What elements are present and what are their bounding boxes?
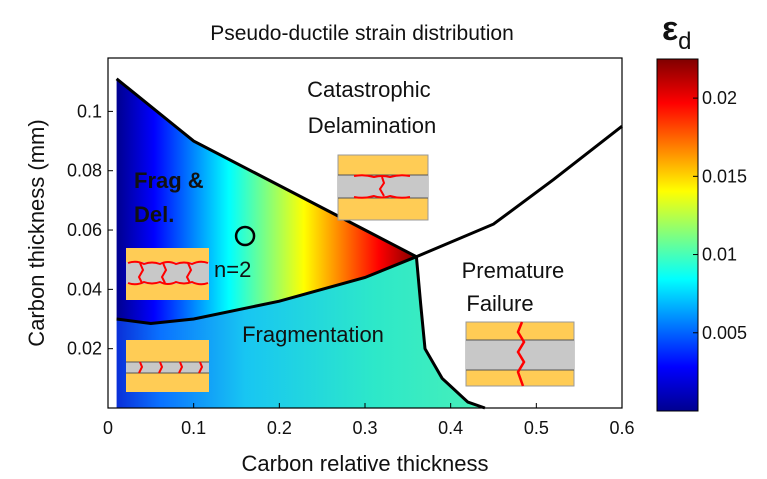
y-tick-label: 0.08: [67, 161, 102, 181]
n2-marker: [234, 225, 256, 247]
boundary-lower: [116, 255, 417, 326]
x-tick-label: 0.5: [524, 418, 549, 438]
colorbar-ticks: 0.005 0.01 0.015 0.02: [693, 88, 747, 343]
colorbar-subscript: d: [678, 28, 691, 55]
x-tick-label: 0.2: [267, 418, 292, 438]
y-tick-label: 0.06: [67, 220, 102, 240]
y-tick-label: 0.1: [77, 101, 102, 121]
label-frag-del-line2: Del.: [134, 202, 174, 227]
colorbar-tick-label: 0.005: [702, 323, 747, 343]
laminate-frag-del-icon: [126, 248, 209, 300]
x-axis-ticks: 0 0.1 0.2 0.3 0.4 0.5 0.6: [103, 403, 635, 438]
x-axis-label: Carbon relative thickness: [241, 451, 488, 476]
y-axis-ticks: 0.02 0.04 0.06 0.08 0.1: [67, 101, 113, 359]
label-premature-line2: Failure: [466, 291, 533, 316]
label-catastrophic-delamination: Catastrophic Delamination: [307, 77, 437, 138]
label-frag-del: Frag & Del.: [134, 168, 210, 227]
label-premature-failure: Premature Failure: [462, 258, 571, 316]
label-premature-line1: Premature: [462, 258, 565, 283]
label-n2: n=2: [214, 257, 251, 282]
label-catastrophic-line1: Catastrophic: [307, 77, 431, 102]
label-fragmentation: Fragmentation: [242, 322, 384, 347]
laminate-fragmentation-icon: [126, 340, 209, 392]
laminate-catastrophic-delamination-icon: [337, 154, 429, 221]
boundary-upper: [115, 77, 418, 259]
colorbar-tick-label: 0.01: [702, 245, 737, 265]
colorbar: [656, 58, 699, 412]
x-tick-label: 0.4: [438, 418, 463, 438]
colorbar-tick-label: 0.02: [702, 88, 737, 108]
colorbar-title: εd: [662, 10, 692, 55]
x-tick-label: 0: [103, 418, 113, 438]
label-catastrophic-line2: Delamination: [308, 113, 436, 138]
colorbar-symbol: ε: [662, 10, 678, 48]
x-tick-label: 0.6: [609, 418, 634, 438]
colorbar-tick-label: 0.015: [702, 166, 747, 186]
laminate-premature-failure-icon: [465, 321, 575, 387]
x-tick-label: 0.1: [181, 418, 206, 438]
label-frag-del-line1: Frag &: [134, 168, 204, 193]
x-tick-label: 0.3: [352, 418, 377, 438]
chart-title: Pseudo-ductile strain distribution: [210, 22, 514, 45]
boundary-catastrophic-premature: [415, 125, 623, 259]
y-tick-label: 0.04: [67, 279, 102, 299]
y-axis-label: Carbon thickness (mm): [24, 119, 49, 346]
y-tick-label: 0.02: [67, 339, 102, 359]
boundary-premature-fragmentation: [414, 256, 486, 410]
